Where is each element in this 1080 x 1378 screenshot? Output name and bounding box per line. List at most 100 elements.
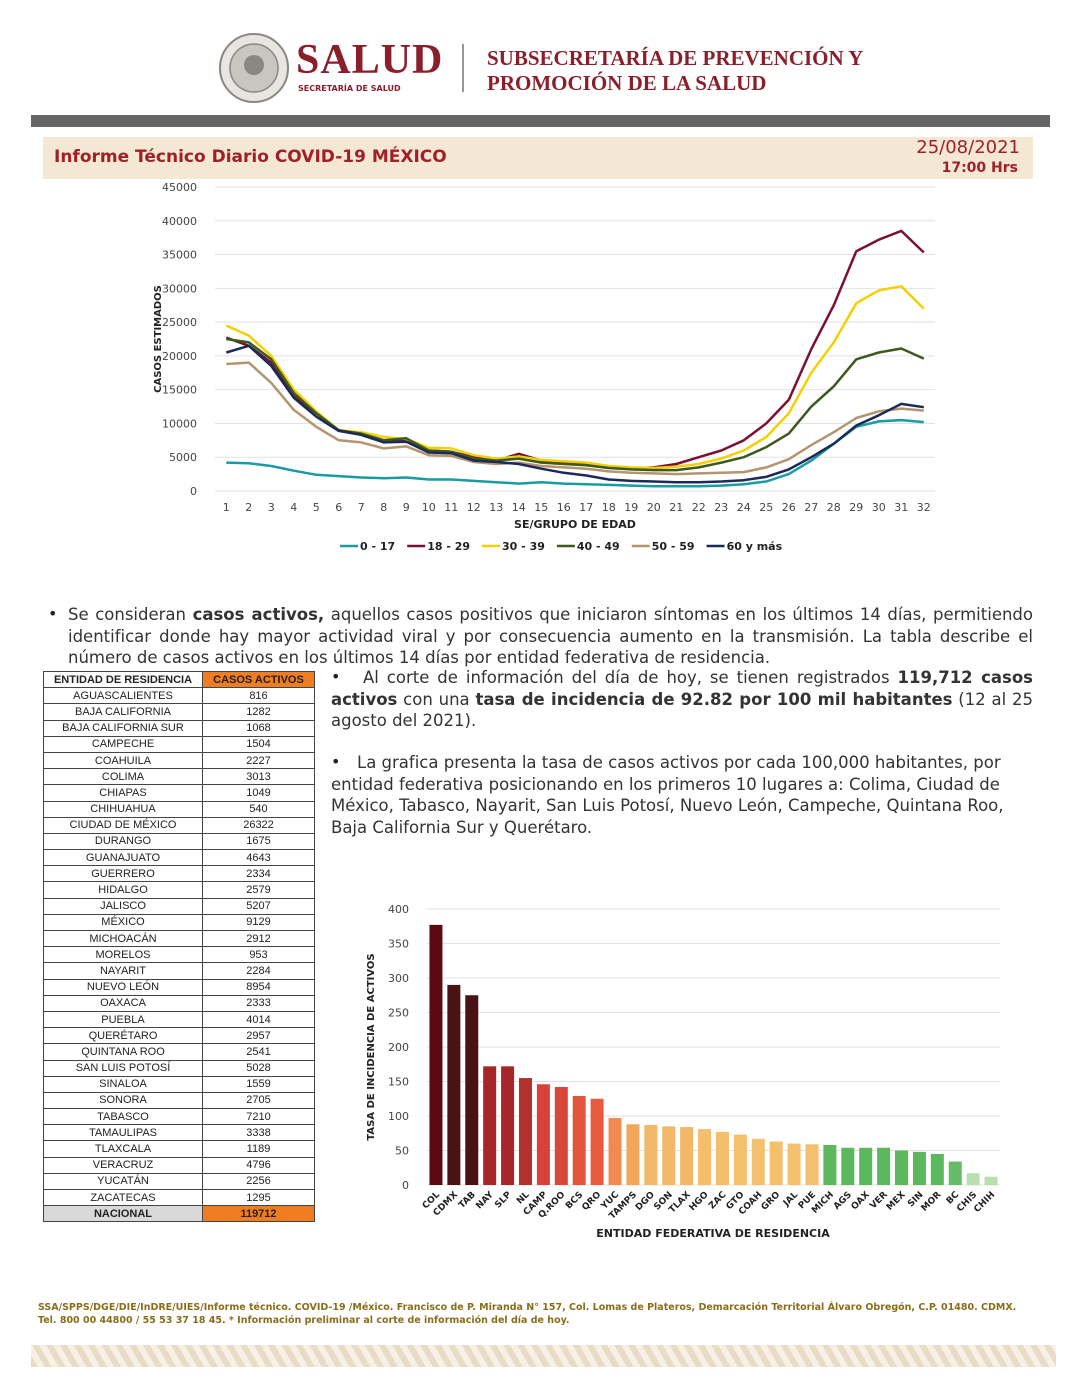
- bar: [429, 924, 443, 1185]
- x-tick-label: SLP: [493, 1190, 514, 1211]
- paragraph: Se consideran casos activos, aquellos ca…: [68, 604, 1033, 669]
- text: con una: [397, 689, 476, 709]
- bar: [895, 1150, 909, 1185]
- state-cell: BAJA CALIFORNIA SUR: [43, 719, 203, 737]
- text: (12 al 25 agosto del 2021).: [331, 689, 1034, 731]
- x-tick-label: QRO: [580, 1190, 603, 1213]
- x-tick-label: 30: [872, 501, 886, 514]
- bar: [608, 1118, 622, 1185]
- x-tick-label: 5: [313, 501, 320, 514]
- bold-text: casos activos,: [192, 605, 325, 624]
- total-row: NACIONAL 119712: [43, 1205, 315, 1223]
- state-cell: TAMAULIPAS: [43, 1124, 203, 1142]
- table-row: QUERÉTARO 2957: [43, 1027, 315, 1045]
- state-cell: VERACRUZ: [43, 1156, 203, 1174]
- series-line: [225, 229, 925, 470]
- cases-cell: 2334: [202, 865, 315, 883]
- table-row: GUANAJUATO 4643: [43, 849, 315, 867]
- cases-cell: 540: [202, 800, 315, 818]
- line-chart: 0 5000 10000 15000 20000 25000 30000 35000 40000…: [153, 181, 935, 553]
- cases-cell: 7210: [202, 1108, 315, 1126]
- series-line: [225, 344, 924, 484]
- cases-cell: 9129: [202, 913, 315, 932]
- state-cell: MICHOACÁN: [43, 929, 203, 948]
- x-tick-label: 8: [380, 501, 387, 514]
- x-tick-label: GRO: [760, 1190, 783, 1213]
- bar: [483, 1066, 497, 1185]
- table-row: SINALOA 1559: [43, 1075, 315, 1093]
- y-tick-label: 50: [395, 1145, 409, 1158]
- y-tick-label: 30000: [162, 282, 197, 295]
- table-row: CIUDAD DE MÉXICO 26322: [43, 816, 315, 834]
- bar: [733, 1134, 747, 1185]
- table: ENTIDAD DE RESIDENCIA CASOS ACTIVOS AGUASC…: [43, 670, 315, 1223]
- x-tick-label: 6: [335, 501, 342, 514]
- x-tick-label: 10: [422, 501, 436, 514]
- table-row: MORELOS 953: [43, 946, 315, 964]
- cases-cell: 2256: [202, 1172, 315, 1191]
- brand: SALUD: [296, 37, 444, 83]
- x-tick-label: 3: [268, 501, 275, 514]
- table-row: BAJA CALIFORNIA SUR 1068: [43, 719, 315, 737]
- report-time: 17:00 Hrs: [941, 160, 1018, 176]
- report-band: [43, 137, 1033, 179]
- x-tick-label: 13: [489, 501, 503, 514]
- paragraph: Al corte de información del día de hoy, …: [331, 667, 1033, 732]
- footer-text: SSA/SPPS/DGE/DIE/InDRE/UIES/Informe técn…: [38, 1302, 1017, 1313]
- state-cell: CHIAPAS: [43, 784, 203, 802]
- cases-cell: 4643: [202, 849, 315, 867]
- state-cell: CHIHUAHUA: [43, 800, 203, 818]
- table-row: TAMAULIPAS 3338: [43, 1124, 315, 1142]
- x-tick-label: TAB: [457, 1190, 478, 1211]
- series-line: [226, 418, 924, 488]
- cases-cell: 4796: [202, 1156, 315, 1174]
- bold-text: 119,712 casos activos: [331, 668, 1033, 709]
- state-cell: HIDALGO: [43, 881, 203, 899]
- x-tick-label: 12: [467, 501, 481, 514]
- y-tick-label: 0: [190, 485, 197, 498]
- brand-subtitle: SECRETARÍA DE SALUD: [298, 84, 401, 93]
- state-cell: GUERRERO: [43, 865, 203, 883]
- cases-cell: 1504: [202, 735, 315, 753]
- x-tick-label: 11: [444, 501, 458, 514]
- bar: [518, 1078, 532, 1185]
- bar: [572, 1095, 586, 1185]
- x-tick-label: 1: [223, 501, 230, 514]
- x-tick-label: 31: [894, 501, 908, 514]
- state-cell: SAN LUIS POTOSÍ: [43, 1059, 203, 1077]
- x-tick-label: JAL: [781, 1190, 800, 1209]
- state-cell: GUANAJUATO: [43, 849, 203, 867]
- cases-cell: 2227: [202, 751, 315, 770]
- x-tick-label: ZAC: [707, 1190, 729, 1212]
- x-tick-label: 4: [290, 501, 297, 514]
- bar: [715, 1131, 729, 1185]
- cases-cell: 1068: [202, 719, 315, 737]
- table-row: SAN LUIS POTOSÍ 5028: [43, 1059, 315, 1077]
- cases-cell: 2912: [202, 929, 315, 948]
- state-cell: JALISCO: [43, 897, 203, 915]
- x-tick-label: 27: [804, 501, 818, 514]
- table-header-row: ENTIDAD DE RESIDENCIA CASOS ACTIVOS: [43, 670, 315, 689]
- table-row: GUERRERO 2334: [43, 865, 315, 883]
- y-axis-label: TASA DE INCIDENCIA DE ACTIVOS: [366, 953, 377, 1140]
- cases-cell: 3338: [202, 1124, 315, 1142]
- header-title: SUBSECRETARÍA DE PREVENCIÓN Y PROMOCIÓN …: [487, 46, 863, 96]
- header-cell: CASOS ACTIVOS: [202, 670, 315, 689]
- cases-cell: 953: [202, 946, 315, 964]
- y-tick-label: 35000: [162, 249, 197, 262]
- decorative-band: [31, 1345, 1056, 1367]
- state-cell: SINALOA: [43, 1075, 203, 1093]
- cases-cell: 8954: [202, 978, 315, 996]
- table-row: NUEVO LEÓN 8954: [43, 978, 315, 996]
- y-tick-label: 100: [388, 1110, 409, 1123]
- text: Se consideran: [68, 605, 193, 624]
- bar: [930, 1153, 944, 1185]
- bar: [626, 1124, 640, 1185]
- table-row: COAHUILA 2227: [43, 751, 315, 770]
- bar-chart: 050100150200250300350400COLCDMXTABNAYSLP…: [366, 903, 1000, 1240]
- state-cell: QUINTANA ROO: [43, 1043, 203, 1061]
- cases-cell: 2333: [202, 994, 315, 1012]
- x-tick-label: NAY: [474, 1190, 496, 1212]
- x-tick-label: 7: [358, 501, 365, 514]
- state-cell: ZACATECAS: [43, 1188, 203, 1207]
